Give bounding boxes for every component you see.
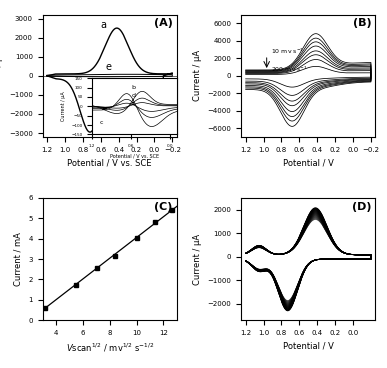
X-axis label: Potential / V: Potential / V: [283, 342, 334, 350]
X-axis label: Potential / V vs. SCE: Potential / V vs. SCE: [67, 158, 152, 167]
X-axis label: $V\rm{scan}^{1/2}$ / mv$^{1/2}$ s$^{-1/2}$: $V\rm{scan}^{1/2}$ / mv$^{1/2}$ s$^{-1/2…: [65, 342, 154, 354]
Text: 200 mv s$^{-1}$: 200 mv s$^{-1}$: [271, 65, 308, 74]
Text: (A): (A): [154, 18, 173, 28]
Text: (B): (B): [353, 18, 372, 28]
Text: (D): (D): [352, 202, 372, 212]
Text: e: e: [105, 63, 111, 72]
Text: (C): (C): [154, 202, 173, 212]
Y-axis label: Current / μA: Current / μA: [0, 50, 3, 101]
Text: 10 mv s$^{-1}$: 10 mv s$^{-1}$: [271, 47, 304, 56]
Text: a: a: [101, 20, 107, 30]
Y-axis label: Current / μA: Current / μA: [193, 50, 202, 101]
Y-axis label: Current / μA: Current / μA: [193, 234, 202, 284]
Y-axis label: Current / mA: Current / mA: [14, 232, 23, 286]
X-axis label: Potential / V: Potential / V: [283, 158, 334, 167]
